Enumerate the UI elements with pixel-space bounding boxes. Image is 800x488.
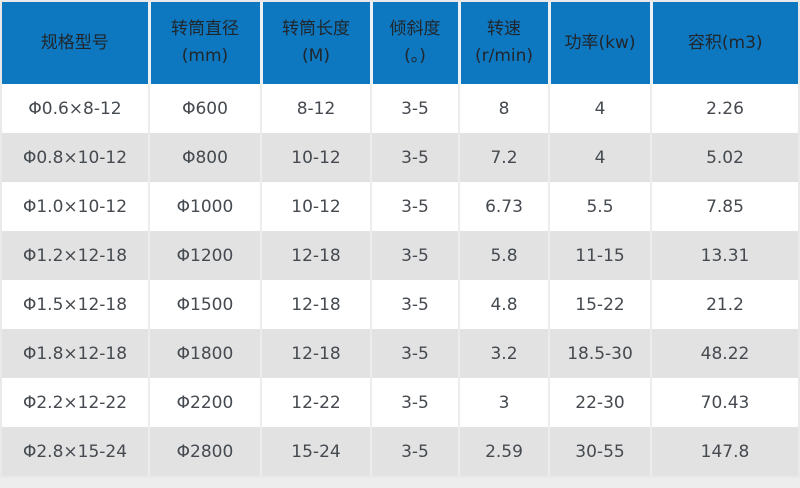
column-header-drum-diameter: 转筒直径 (mm) (149, 2, 263, 84)
table-header: 规格型号 转筒直径 (mm) 转筒长度 (M) 倾斜度 (。) 转速 (r (2, 2, 798, 84)
column-header-volume: 容积(m3) (651, 2, 798, 84)
cell-power: 30-55 (549, 427, 652, 476)
cell-volume: 147.8 (651, 427, 798, 476)
cell-volume: 21.2 (651, 280, 798, 329)
cell-speed: 2.59 (459, 427, 550, 476)
header-row: 规格型号 转筒直径 (mm) 转筒长度 (M) 倾斜度 (。) 转速 (r (2, 2, 798, 84)
table-row: Φ1.0×10-12 Φ1000 10-12 3-5 6.73 5.5 7.85 (2, 182, 798, 231)
cell-volume: 13.31 (651, 231, 798, 280)
cell-inclination: 3-5 (371, 133, 460, 182)
cell-inclination: 3-5 (371, 378, 460, 427)
cell-power: 4 (549, 84, 652, 133)
cell-speed: 5.8 (459, 231, 550, 280)
cell-volume: 48.22 (651, 329, 798, 378)
header-label: 容积(m3) (687, 32, 763, 53)
cell-inclination: 3-5 (371, 427, 460, 476)
cell-inclination: 3-5 (371, 182, 460, 231)
cell-length: 10-12 (261, 182, 372, 231)
header-label: 转筒长度 (282, 19, 350, 39)
table-row: Φ1.5×12-18 Φ1500 12-18 3-5 4.8 15-22 21.… (2, 280, 798, 329)
cell-speed: 3.2 (459, 329, 550, 378)
cell-length: 8-12 (261, 84, 372, 133)
cell-model: Φ1.8×12-18 (2, 329, 150, 378)
table-row: Φ0.8×10-12 Φ800 10-12 3-5 7.2 4 5.02 (2, 133, 798, 182)
cell-length: 12-18 (261, 280, 372, 329)
cell-power: 5.5 (549, 182, 652, 231)
cell-model: Φ1.5×12-18 (2, 280, 150, 329)
cell-model: Φ0.8×10-12 (2, 133, 150, 182)
cell-model: Φ1.2×12-18 (2, 231, 150, 280)
table-row: Φ2.2×12-22 Φ2200 12-22 3-5 3 22-30 70.43 (2, 378, 798, 427)
header-unit: (mm) (181, 46, 229, 66)
cell-diameter: Φ1000 (149, 182, 262, 231)
header-label: 倾斜度 (389, 19, 441, 39)
cell-diameter: Φ600 (149, 84, 262, 133)
column-header-model: 规格型号 (2, 2, 151, 84)
cell-inclination: 3-5 (371, 280, 460, 329)
cell-speed: 8 (459, 84, 550, 133)
spec-table: 规格型号 转筒直径 (mm) 转筒长度 (M) 倾斜度 (。) 转速 (r (2, 2, 798, 476)
cell-diameter: Φ2200 (149, 378, 262, 427)
header-label: 转速 (487, 19, 521, 39)
cell-volume: 7.85 (651, 182, 798, 231)
cell-speed: 7.2 (459, 133, 550, 182)
cell-inclination: 3-5 (371, 329, 460, 378)
cell-length: 10-12 (261, 133, 372, 182)
cell-diameter: Φ1500 (149, 280, 262, 329)
table-body: Φ0.6×8-12 Φ600 8-12 3-5 8 4 2.26 Φ0.8×10… (2, 84, 798, 476)
header-label: 规格型号 (40, 32, 109, 53)
cell-power: 4 (549, 133, 652, 182)
table-row: Φ1.2×12-18 Φ1200 12-18 3-5 5.8 11-15 13.… (2, 231, 798, 280)
header-unit: (。) (404, 46, 426, 66)
cell-length: 15-24 (261, 427, 372, 476)
header-label: 转筒直径 (171, 19, 239, 39)
cell-speed: 6.73 (459, 182, 550, 231)
cell-volume: 5.02 (651, 133, 798, 182)
table-row: Φ1.8×12-18 Φ1800 12-18 3-5 3.2 18.5-30 4… (2, 329, 798, 378)
cell-diameter: Φ2800 (149, 427, 262, 476)
cell-length: 12-22 (261, 378, 372, 427)
cell-inclination: 3-5 (371, 231, 460, 280)
cell-diameter: Φ1200 (149, 231, 262, 280)
cell-power: 11-15 (549, 231, 652, 280)
column-header-inclination: 倾斜度 (。) (371, 2, 461, 84)
header-unit: (M) (302, 46, 330, 66)
cell-length: 12-18 (261, 231, 372, 280)
column-header-drum-length: 转筒长度 (M) (261, 2, 373, 84)
cell-power: 22-30 (549, 378, 652, 427)
cell-model: Φ2.2×12-22 (2, 378, 150, 427)
cell-speed: 3 (459, 378, 550, 427)
cell-power: 18.5-30 (549, 329, 652, 378)
table-row: Φ0.6×8-12 Φ600 8-12 3-5 8 4 2.26 (2, 84, 798, 133)
cell-power: 15-22 (549, 280, 652, 329)
cell-speed: 4.8 (459, 280, 550, 329)
header-label: 功率(kw) (564, 32, 636, 53)
table-row: Φ2.8×15-24 Φ2800 15-24 3-5 2.59 30-55 14… (2, 427, 798, 476)
cell-diameter: Φ1800 (149, 329, 262, 378)
cell-model: Φ1.0×10-12 (2, 182, 150, 231)
cell-diameter: Φ800 (149, 133, 262, 182)
cell-model: Φ2.8×15-24 (2, 427, 150, 476)
spec-table-container: 规格型号 转筒直径 (mm) 转筒长度 (M) 倾斜度 (。) 转速 (r (0, 0, 800, 478)
column-header-power: 功率(kw) (549, 2, 653, 84)
header-unit: (r/min) (474, 46, 534, 66)
cell-volume: 2.26 (651, 84, 798, 133)
cell-inclination: 3-5 (371, 84, 460, 133)
cell-length: 12-18 (261, 329, 372, 378)
cell-volume: 70.43 (651, 378, 798, 427)
column-header-rotation-speed: 转速 (r/min) (459, 2, 551, 84)
cell-model: Φ0.6×8-12 (2, 84, 150, 133)
